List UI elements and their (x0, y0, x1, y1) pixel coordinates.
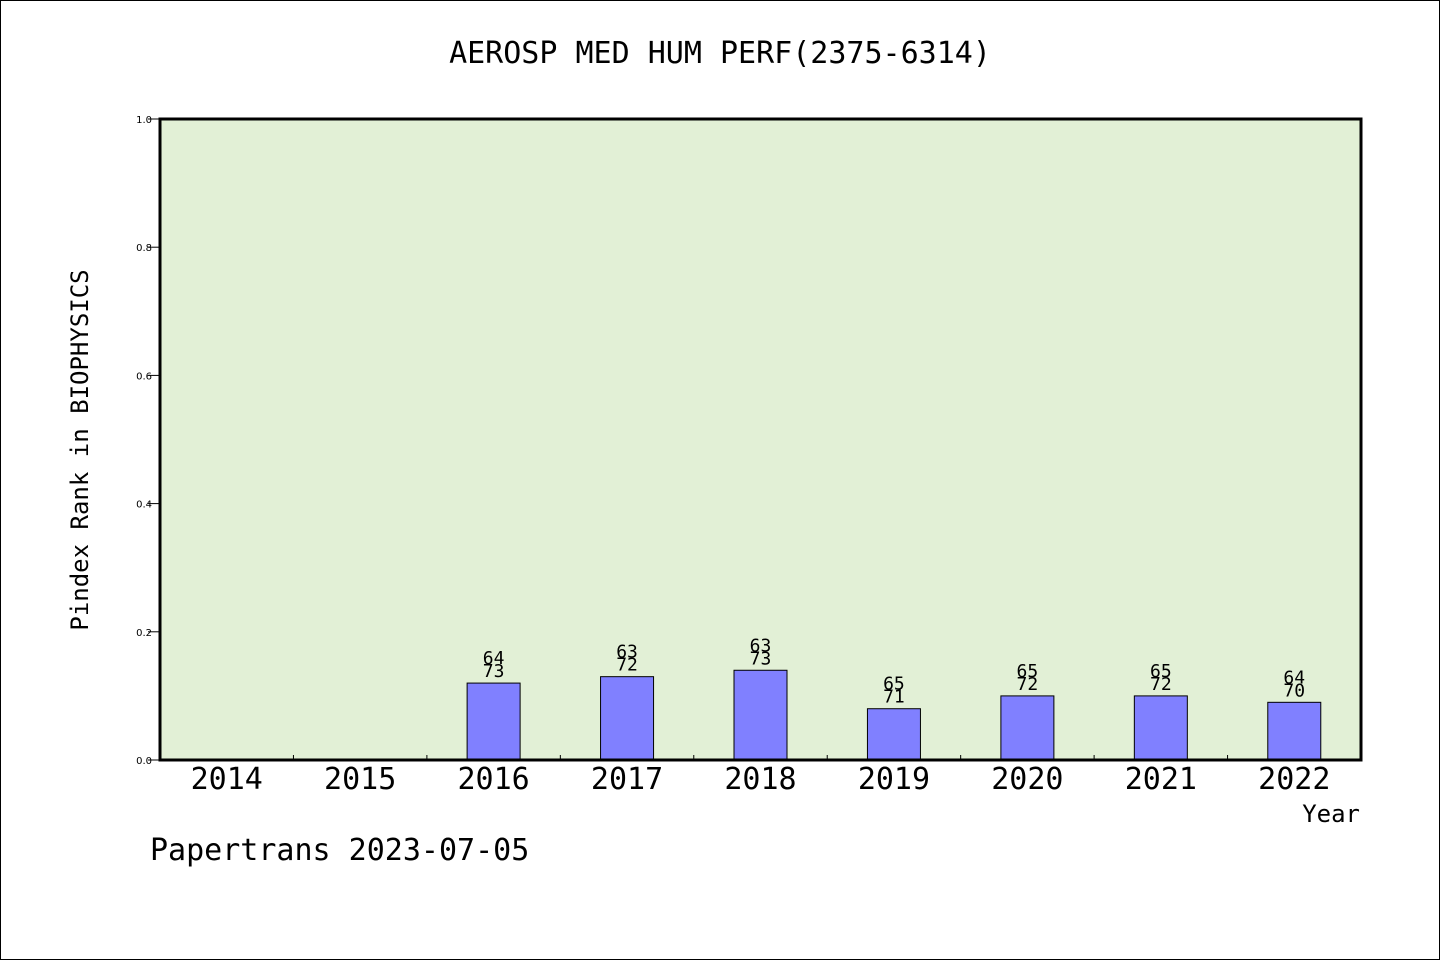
data-label-top-2016: 64 (483, 648, 505, 669)
chart-title: AEROSP MED HUM PERF(2375-6314) (449, 36, 991, 71)
x-tick-label-2014: 2014 (191, 762, 263, 797)
plot-border (158, 117, 1363, 762)
data-label-bottom-2018: 73 (750, 648, 772, 669)
y-tick-label: 0.2 (136, 628, 152, 639)
x-tick-label-2022: 2022 (1258, 762, 1330, 797)
x-tick-label-2017: 2017 (591, 762, 663, 797)
data-label-top-2019: 65 (883, 674, 905, 695)
plot-area (160, 119, 1361, 760)
data-label-top-2021: 65 (1150, 661, 1172, 682)
data-label-top-2020: 65 (1017, 661, 1039, 682)
bar-2020 (1000, 695, 1055, 761)
data-label-bottom-2021: 72 (1150, 674, 1172, 695)
data-label-bottom-2019: 71 (883, 687, 905, 708)
footer-credit: Papertrans 2023-07-05 (150, 833, 530, 868)
data-label-top-2017: 63 (616, 642, 638, 663)
data-label-bottom-2022: 70 (1283, 680, 1305, 701)
bar-2016 (466, 682, 521, 761)
y-tick-label: 1.0 (136, 115, 152, 126)
data-label-bottom-2017: 72 (616, 655, 638, 676)
data-label-top-2022: 64 (1283, 667, 1305, 688)
x-tick-label-2021: 2021 (1125, 762, 1197, 797)
bar-2022 (1267, 701, 1322, 761)
y-tick-label: 0.0 (136, 756, 152, 767)
data-label-top-2018: 63 (750, 635, 772, 656)
y-axis-label: Pindex Rank in BIOPHYSICS (66, 269, 94, 631)
x-axis-label: Year (1302, 800, 1360, 828)
x-tick-label-2020: 2020 (991, 762, 1063, 797)
bar-2017 (600, 676, 655, 761)
x-tick-label-2016: 2016 (457, 762, 529, 797)
x-tick-label-2015: 2015 (324, 762, 396, 797)
x-tick-label-2019: 2019 (858, 762, 930, 797)
bar-2021 (1133, 695, 1188, 761)
y-tick-label: 0.8 (136, 243, 152, 254)
y-tick-label: 0.4 (136, 500, 152, 511)
data-label-bottom-2016: 73 (483, 661, 505, 682)
x-tick-label-2018: 2018 (724, 762, 796, 797)
bar-2018 (733, 669, 788, 761)
bar-2019 (866, 708, 921, 761)
data-label-bottom-2020: 72 (1017, 674, 1039, 695)
y-tick-label: 0.6 (136, 371, 152, 382)
